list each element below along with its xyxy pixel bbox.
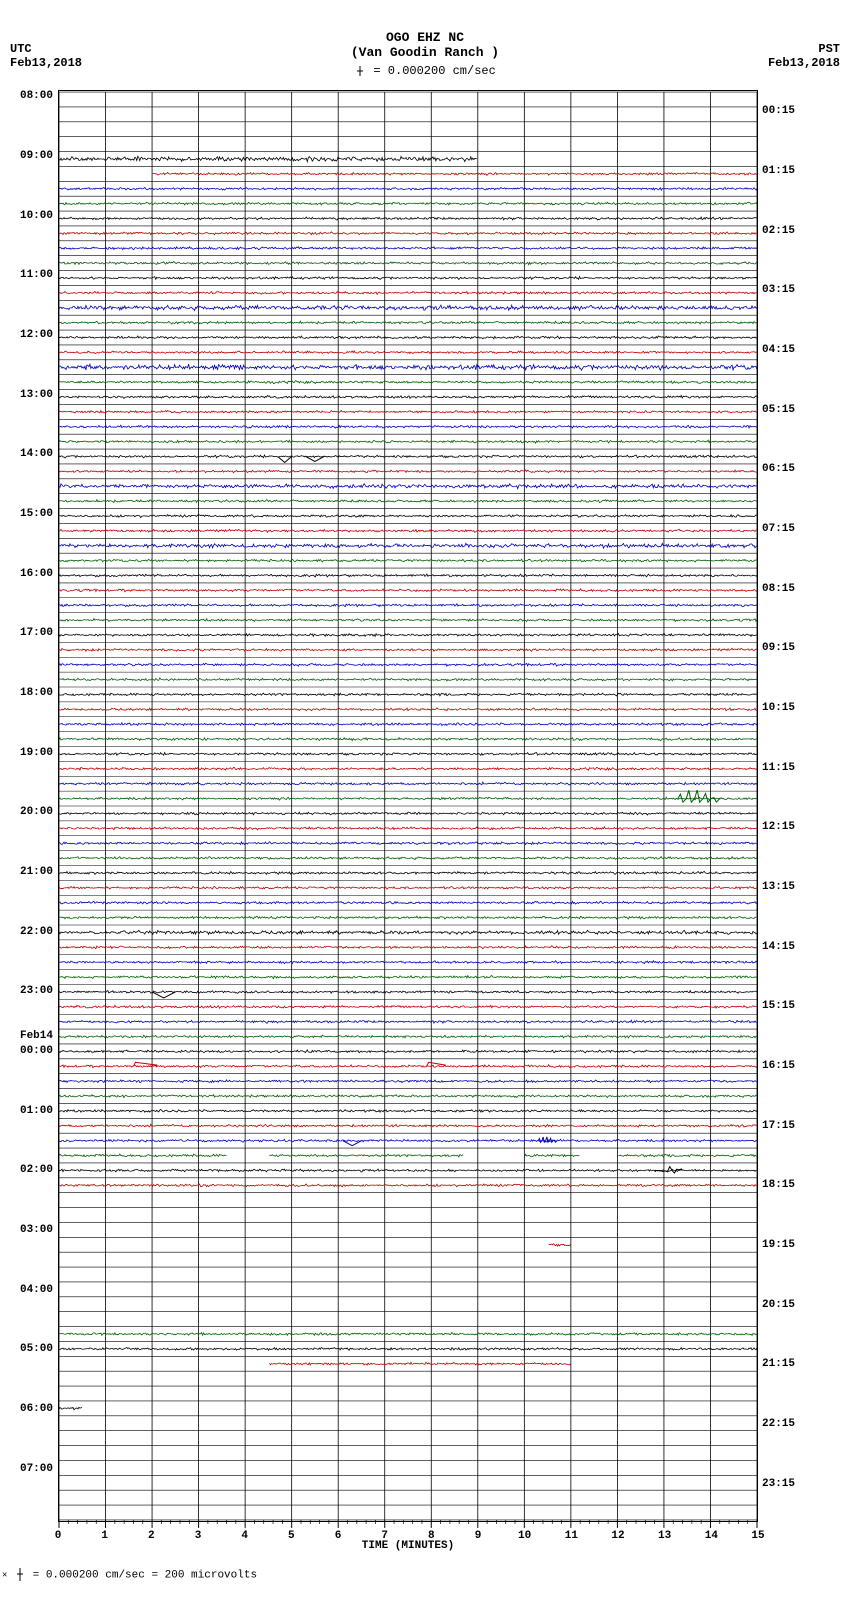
pst-time-label: 14:15 [762, 941, 795, 953]
date-left-label: Feb13,2018 [10, 56, 82, 70]
utc-time-label: 15:00 [20, 508, 53, 520]
utc-time-label: 04:00 [20, 1284, 53, 1296]
utc-time-label: 20:00 [20, 806, 53, 818]
pst-time-label: 05:15 [762, 404, 795, 416]
pst-time-label: 06:15 [762, 463, 795, 475]
pst-time-label: 07:15 [762, 523, 795, 535]
pst-time-label: 01:15 [762, 165, 795, 177]
pst-time-label: 16:15 [762, 1060, 795, 1072]
x-tick-labels: 0123456789101112131415 [58, 1522, 758, 1542]
footer-scale-legend: × = 0.000200 cm/sec = 200 microvolts [2, 1568, 257, 1581]
pst-time-label: 22:15 [762, 1418, 795, 1430]
utc-time-label: 19:00 [20, 747, 53, 759]
utc-time-label: 10:00 [20, 210, 53, 222]
utc-time-label: 05:00 [20, 1343, 53, 1355]
x-axis-label: TIME (MINUTES) [58, 1540, 758, 1552]
utc-time-label: 06:00 [20, 1403, 53, 1415]
pst-time-label: 00:15 [762, 105, 795, 117]
station-title: OGO EHZ NC [0, 30, 850, 45]
utc-time-label: 07:00 [20, 1463, 53, 1475]
utc-time-label: 17:00 [20, 627, 53, 639]
utc-time-label: 16:00 [20, 568, 53, 580]
utc-time-label: Feb14 [20, 1030, 53, 1042]
pst-time-label: 19:15 [762, 1239, 795, 1251]
utc-time-label: 21:00 [20, 866, 53, 878]
pst-time-label: 09:15 [762, 642, 795, 654]
pst-time-label: 23:15 [762, 1478, 795, 1490]
pst-time-label: 13:15 [762, 881, 795, 893]
utc-time-label: 08:00 [20, 90, 53, 102]
pst-time-label: 21:15 [762, 1358, 795, 1370]
utc-time-label: 13:00 [20, 389, 53, 401]
utc-time-label: 00:00 [20, 1045, 53, 1057]
utc-time-label: 02:00 [20, 1164, 53, 1176]
pst-time-label: 12:15 [762, 821, 795, 833]
pst-time-label: 04:15 [762, 344, 795, 356]
utc-time-label: 01:00 [20, 1105, 53, 1117]
scale-legend: = 0.000200 cm/sec [0, 64, 850, 78]
utc-time-label: 09:00 [20, 150, 53, 162]
utc-time-label: 12:00 [20, 329, 53, 341]
utc-time-labels: 08:00 09:00 10:00 11:00 12:00 13:00 14:00 15:00… [10, 90, 55, 1522]
pst-time-label: 03:15 [762, 284, 795, 296]
date-right-label: Feb13,2018 [768, 56, 840, 70]
pst-time-label: 15:15 [762, 1000, 795, 1012]
pst-time-label: 08:15 [762, 583, 795, 595]
pst-time-label: 17:15 [762, 1120, 795, 1132]
utc-time-label: 03:00 [20, 1224, 53, 1236]
tz-right-label: PST [818, 42, 840, 56]
pst-time-label: 02:15 [762, 225, 795, 237]
pst-time-label: 20:15 [762, 1299, 795, 1311]
pst-time-label: 18:15 [762, 1179, 795, 1191]
seismogram-plot [58, 90, 758, 1522]
seismogram-svg [59, 91, 757, 1521]
pst-time-labels: 00:15 01:15 02:15 03:15 04:15 05:15 06:15 07:15… [760, 90, 840, 1522]
chart-header: OGO EHZ NC (Van Goodin Ranch ) = 0.00020… [0, 30, 850, 85]
pst-time-label: 11:15 [762, 762, 795, 774]
tz-left-label: UTC [10, 42, 32, 56]
utc-time-label: 18:00 [20, 687, 53, 699]
station-subtitle: (Van Goodin Ranch ) [0, 45, 850, 60]
utc-time-label: 11:00 [20, 269, 53, 281]
utc-time-label: 22:00 [20, 926, 53, 938]
utc-time-label: 14:00 [20, 448, 53, 460]
utc-time-label: 23:00 [20, 985, 53, 997]
pst-time-label: 10:15 [762, 702, 795, 714]
